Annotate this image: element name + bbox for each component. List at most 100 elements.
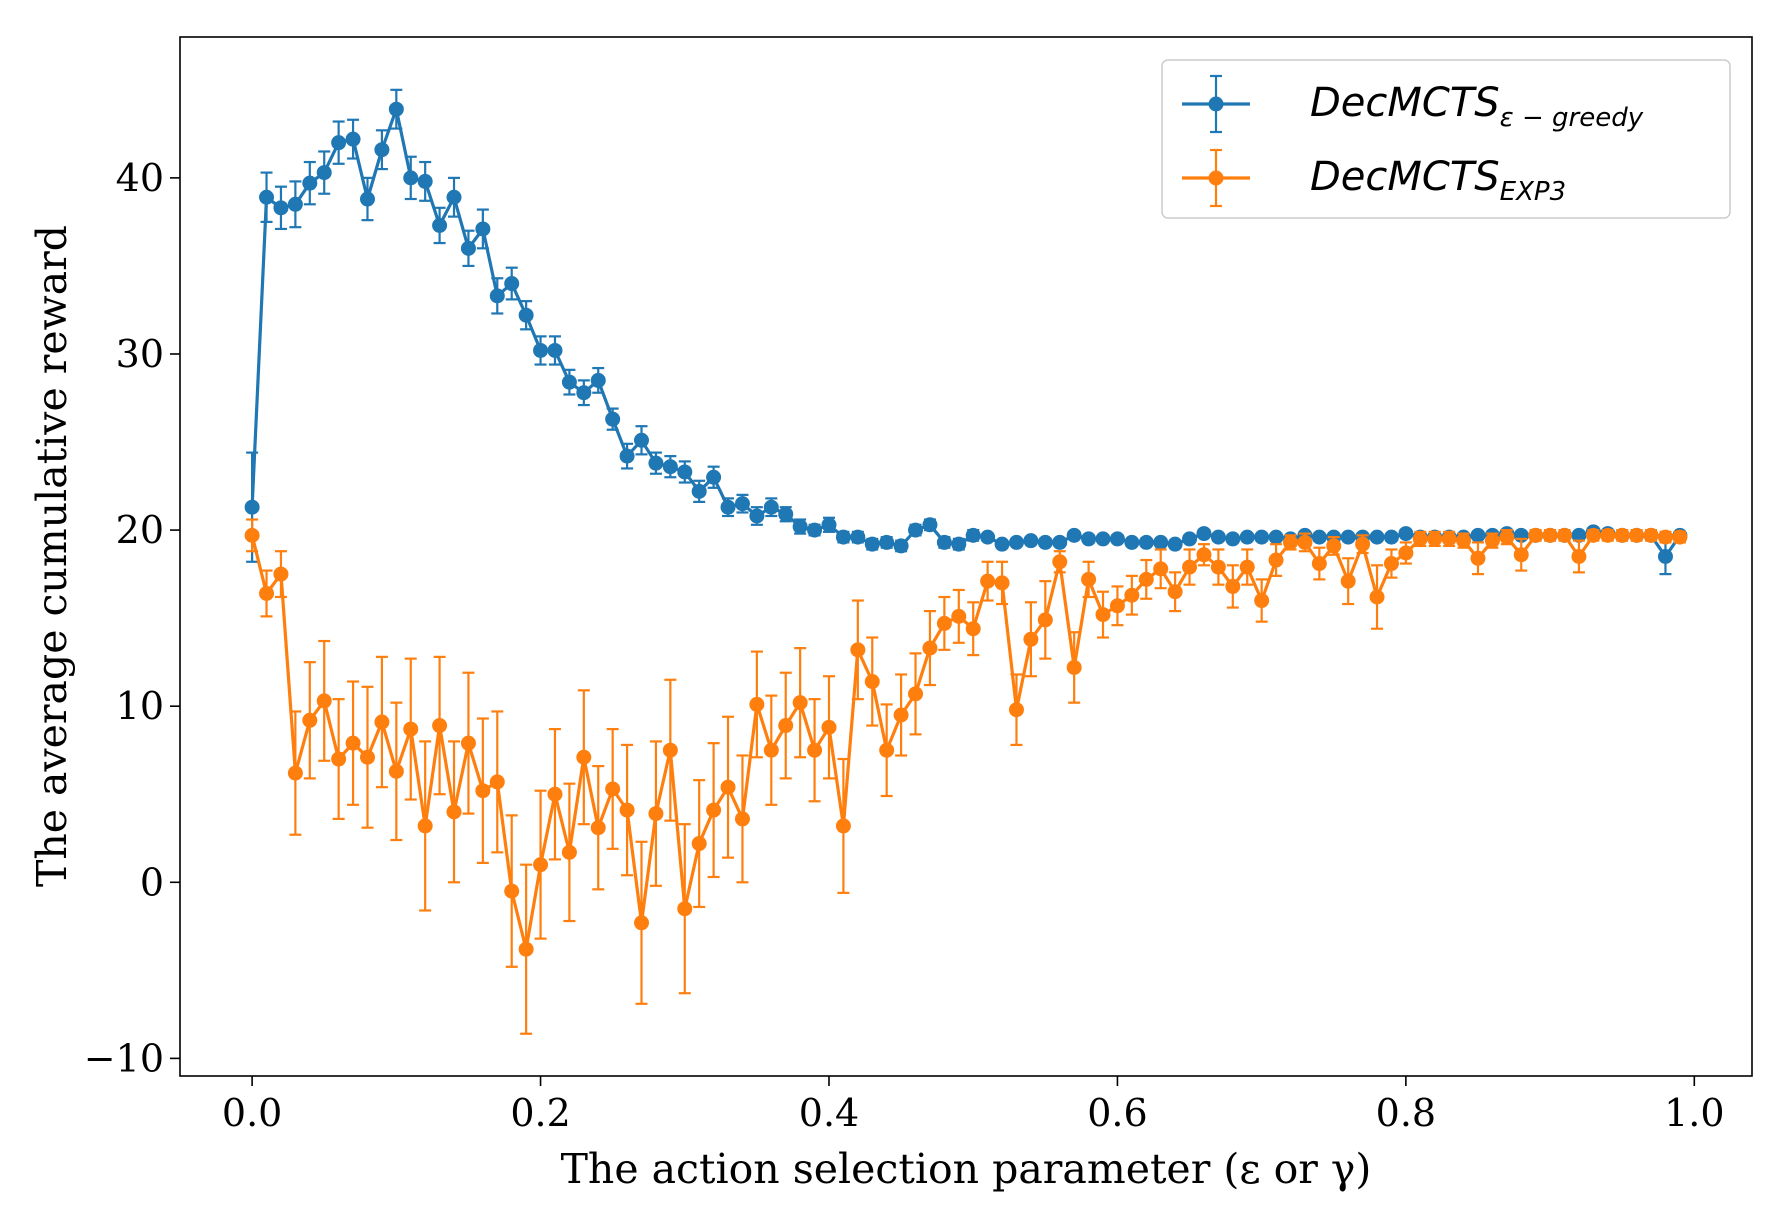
data-point	[1167, 584, 1183, 600]
data-point	[259, 585, 275, 601]
data-point	[1398, 545, 1414, 561]
data-point	[417, 173, 433, 189]
data-point	[1138, 534, 1154, 550]
y-tick-label: 20	[116, 508, 164, 552]
legend-entry-egreedy: DecMCTSε − greedy	[1182, 74, 1644, 134]
data-point	[403, 170, 419, 186]
data-point	[850, 642, 866, 658]
data-point	[1571, 549, 1587, 564]
data-point	[908, 686, 924, 702]
data-point	[244, 527, 260, 543]
data-point	[1340, 529, 1356, 545]
data-point	[951, 536, 967, 552]
data-point	[359, 749, 375, 765]
data-point	[590, 820, 606, 836]
data-point	[1398, 526, 1414, 542]
data-point	[1023, 631, 1039, 647]
data-point	[287, 196, 303, 212]
data-point	[835, 529, 851, 545]
data-point	[734, 496, 750, 512]
legend-entry-exp3: DecMCTSEXP3	[1182, 148, 1566, 208]
data-point	[1672, 529, 1688, 545]
data-point	[1369, 589, 1385, 605]
legend: DecMCTSε − greedy DecMCTSEXP3	[1161, 59, 1731, 219]
data-point	[1268, 552, 1284, 568]
data-point	[504, 276, 520, 292]
x-tick-label: 0.2	[510, 1091, 570, 1135]
data-point	[1557, 527, 1573, 543]
data-point	[1657, 549, 1673, 564]
data-point	[533, 342, 549, 358]
data-point	[1225, 531, 1241, 547]
data-point	[1153, 561, 1169, 577]
data-point	[1282, 534, 1298, 550]
data-point	[475, 783, 491, 799]
data-point	[619, 802, 635, 818]
y-tick-label: 0	[140, 860, 164, 904]
data-point	[302, 712, 318, 728]
y-axis: −10 0 10 20 30 40	[84, 156, 180, 1080]
plot-frame	[179, 36, 1753, 1077]
data-point	[331, 135, 347, 151]
legend-label-exp3: DecMCTS	[1310, 154, 1500, 200]
legend-subscript-exp3: EXP3	[1500, 177, 1566, 207]
data-point	[345, 735, 361, 751]
data-point	[1484, 533, 1500, 549]
data-point	[1326, 538, 1342, 554]
data-point	[1427, 531, 1443, 547]
x-tick-label: 0.0	[222, 1091, 282, 1135]
data-point	[1008, 534, 1024, 550]
data-point	[1268, 529, 1284, 545]
data-point	[489, 774, 505, 790]
data-point	[763, 499, 779, 515]
legend-marker-egreedy	[1182, 74, 1250, 134]
data-point	[1355, 536, 1371, 552]
data-point	[879, 742, 895, 758]
data-point	[1095, 607, 1111, 623]
data-point	[561, 844, 577, 860]
data-point	[864, 674, 880, 690]
x-axis-label: The action selection parameter (ε or γ)	[561, 1145, 1372, 1193]
data-point	[763, 742, 779, 758]
data-point	[749, 508, 765, 524]
x-tick-label: 1.0	[1664, 1091, 1724, 1135]
data-point	[1210, 529, 1226, 545]
data-point	[460, 240, 476, 256]
data-point	[374, 714, 390, 730]
data-point	[850, 529, 866, 545]
data-point	[922, 640, 938, 656]
data-point	[331, 751, 347, 767]
data-point	[1311, 556, 1327, 572]
data-point	[518, 941, 534, 957]
data-point	[1585, 527, 1601, 543]
legend-subscript-egreedy: ε − greedy	[1500, 103, 1644, 133]
data-point	[259, 189, 275, 205]
data-point	[1167, 536, 1183, 552]
data-point	[821, 719, 837, 735]
data-point	[547, 786, 563, 802]
data-point	[1066, 659, 1082, 675]
data-point	[1196, 547, 1212, 563]
data-point	[1052, 554, 1068, 570]
data-point	[1297, 534, 1313, 550]
data-point	[1210, 559, 1226, 575]
series-1	[244, 518, 1688, 1035]
data-point	[316, 165, 332, 181]
data-point	[388, 101, 404, 117]
data-point	[460, 735, 476, 751]
data-point	[287, 765, 303, 781]
data-point	[994, 575, 1010, 591]
data-point	[1513, 547, 1529, 563]
data-point	[273, 200, 289, 216]
data-point	[1542, 527, 1558, 543]
data-point	[648, 455, 664, 471]
data-point	[922, 517, 938, 533]
data-point	[1037, 534, 1053, 550]
data-point	[1528, 527, 1544, 543]
data-point	[432, 217, 448, 233]
data-point	[576, 385, 592, 401]
data-point	[1081, 531, 1097, 547]
data-point	[533, 857, 549, 873]
data-point	[965, 527, 981, 543]
